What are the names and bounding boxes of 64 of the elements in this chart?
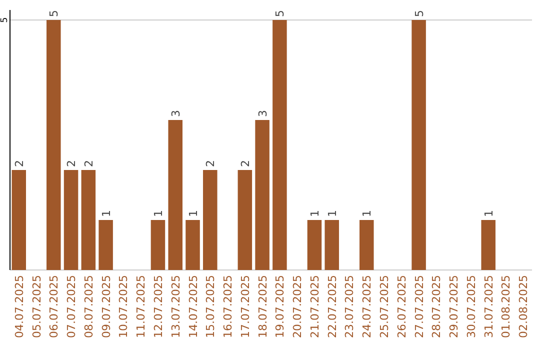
data-label: 1	[100, 210, 113, 217]
data-label: 1	[360, 210, 374, 217]
data-label: 2	[204, 160, 218, 167]
x-tick-label: 09.07.2025	[100, 275, 113, 338]
bar	[46, 20, 61, 270]
data-label: 2	[65, 160, 78, 167]
x-tick-label: 06.07.2025	[48, 275, 61, 338]
x-tick-label: 16.07.2025	[222, 275, 235, 338]
data-label: 5	[48, 10, 61, 17]
x-tick-label: 13.07.2025	[169, 275, 182, 338]
data-label: 1	[308, 210, 322, 217]
x-tick-label: 11.07.2025	[134, 275, 148, 338]
data-label: 2	[82, 160, 96, 167]
bar	[12, 170, 26, 270]
x-tick-label: 20.07.2025	[291, 275, 304, 338]
data-label: 5	[412, 10, 426, 17]
bar	[307, 220, 322, 270]
x-tick-label: 29.07.2025	[448, 275, 461, 338]
x-tick-label: 12.07.2025	[152, 275, 165, 338]
data-label: 3	[256, 110, 270, 117]
data-label: 2	[238, 160, 252, 167]
x-tick-label: 28.07.2025	[430, 275, 444, 338]
bar	[64, 170, 78, 270]
x-tick-label: 10.07.2025	[117, 275, 130, 338]
bar	[168, 120, 182, 270]
bar	[98, 220, 113, 270]
data-label: 1	[186, 210, 200, 217]
x-tick-label: 23.07.2025	[343, 275, 356, 338]
x-tick-label: 14.07.2025	[186, 275, 200, 338]
x-tick-label: 25.07.2025	[378, 275, 392, 338]
bar	[272, 20, 287, 270]
x-tick-label: 02.08.2025	[517, 275, 530, 338]
x-tick-label: 17.07.2025	[238, 275, 252, 338]
x-tick-label: 15.07.2025	[204, 275, 218, 338]
x-tick-label: 18.07.2025	[256, 275, 270, 338]
bar	[324, 220, 339, 270]
bar	[360, 220, 374, 270]
x-tick-label: 19.07.2025	[274, 275, 287, 338]
data-label: 1	[152, 210, 165, 217]
data-label: 5	[274, 10, 287, 17]
x-tick-label: 22.07.2025	[326, 275, 339, 338]
x-tick-label: 01.08.2025	[500, 275, 513, 338]
x-tick-label: 08.07.2025	[82, 275, 96, 338]
x-tick-label: 27.07.2025	[412, 275, 426, 338]
x-tick-label: 21.07.2025	[308, 275, 322, 338]
bar	[150, 220, 166, 270]
data-label: 3	[169, 110, 182, 117]
x-tick-label: 07.07.2025	[65, 275, 78, 338]
x-tick-label: 05.07.2025	[30, 275, 44, 338]
bar	[186, 220, 200, 270]
bar	[255, 120, 270, 270]
x-tick-label: 31.07.2025	[482, 275, 496, 338]
x-tick-label: 24.07.2025	[360, 275, 374, 338]
bar	[238, 170, 252, 270]
bar	[81, 170, 96, 270]
data-label: 1	[482, 210, 496, 217]
bar	[412, 20, 426, 270]
bar	[481, 220, 496, 270]
x-tick-label: 30.07.2025	[464, 275, 478, 338]
data-label: 2	[12, 160, 26, 167]
x-tick-label: 26.07.2025	[395, 275, 408, 338]
x-tick-label: 04.07.2025	[12, 275, 26, 338]
bar	[203, 170, 218, 270]
data-label: 1	[326, 210, 339, 217]
